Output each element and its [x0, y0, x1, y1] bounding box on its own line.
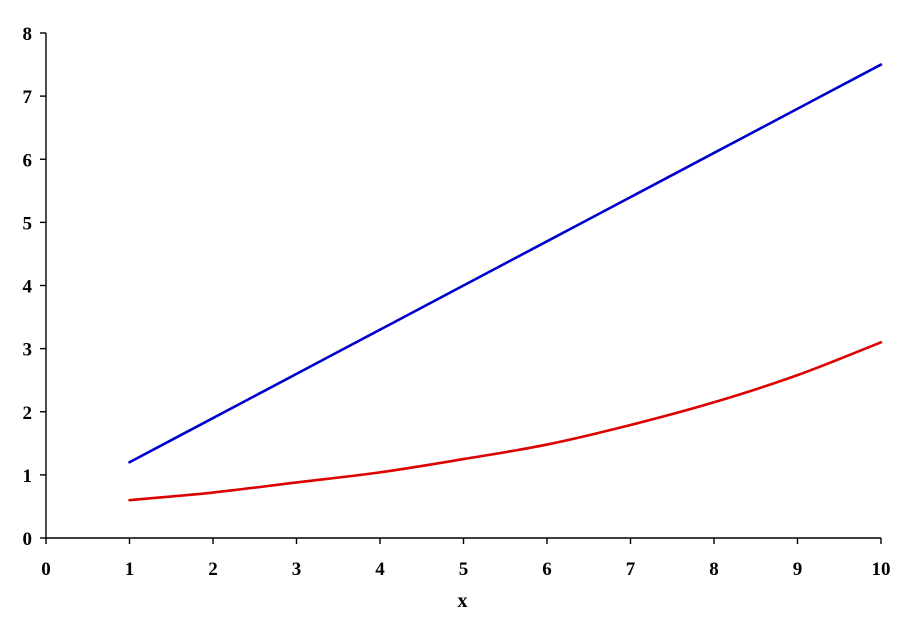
x-tick-label: 4 — [375, 559, 385, 580]
x-tick-label: 8 — [709, 559, 719, 580]
ticks: 0 1 2 3 4 5 6 7 8 0 1 2 3 4 5 6 7 8 9 10 — [23, 24, 891, 580]
x-tick-label: 7 — [626, 559, 636, 580]
y-tick-label: 2 — [23, 403, 33, 424]
x-tick-label: 0 — [41, 559, 51, 580]
series-line-1 — [128, 63, 883, 464]
y-tick-label: 5 — [23, 213, 33, 234]
y-tick-label: 8 — [23, 24, 33, 45]
series-group — [128, 63, 883, 502]
x-tick-label: 6 — [542, 559, 552, 580]
x-tick-label: 5 — [459, 559, 469, 580]
y-tick-label: 4 — [23, 277, 33, 298]
x-tick-label: 1 — [125, 559, 135, 580]
x-tick-label: 10 — [872, 559, 891, 580]
x-tick-label: 2 — [208, 559, 218, 580]
y-tick-label: 7 — [23, 87, 33, 108]
y-tick-label: 6 — [23, 150, 33, 171]
x-tick-label: 3 — [292, 559, 302, 580]
y-tick-label: 0 — [23, 529, 33, 550]
series-line-2 — [128, 341, 883, 502]
x-axis-title: x — [458, 590, 468, 612]
y-tick-label: 1 — [23, 466, 33, 487]
x-tick-label: 9 — [793, 559, 803, 580]
y-tick-label: 3 — [23, 340, 33, 361]
